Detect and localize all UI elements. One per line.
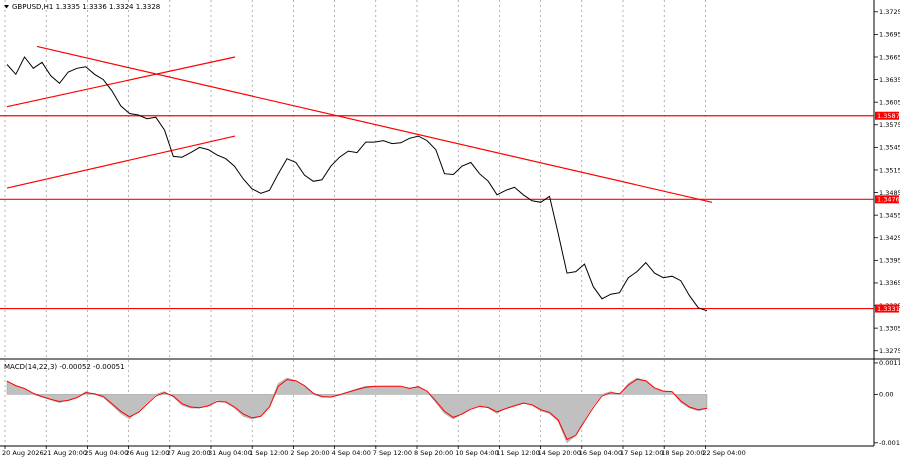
time-tick-label: 16 Sep 04:00 xyxy=(579,449,622,457)
level-label: 1.3587 xyxy=(877,112,900,120)
symbol-dropdown-icon[interactable] xyxy=(4,5,9,9)
price-tick-label: 1.3695 xyxy=(879,31,900,39)
time-tick-label: 20 Aug 2026 xyxy=(2,449,44,457)
time-tick-label: 8 Sep 20:00 xyxy=(414,449,453,457)
time-tick-label: 1 Sep 12:00 xyxy=(249,449,288,457)
chart-title: GBPUSD,H1 1.3335 1.3336 1.3324 1.3328 xyxy=(12,3,160,11)
macd-label: MACD(14,22,3) -0.00052 -0.00051 xyxy=(4,363,125,371)
price-tick-label: 1.3395 xyxy=(879,257,900,265)
trendline[interactable] xyxy=(6,135,236,189)
macd-histogram xyxy=(6,377,708,444)
time-tick-label: 4 Sep 04:00 xyxy=(332,449,371,457)
time-tick-label: 22 Sep 04:00 xyxy=(702,449,745,457)
price-tick-label: 1.3305 xyxy=(879,324,900,332)
time-tick-label: 10 Sep 04:00 xyxy=(455,449,498,457)
time-tick-label: 21 Aug 20:00 xyxy=(43,449,87,457)
time-tick-label: 7 Sep 12:00 xyxy=(373,449,412,457)
level-label: 1.3476 xyxy=(877,196,900,204)
level-price-labels: 1.3587 1.3476 1.3331 xyxy=(875,111,900,313)
time-tick-label: 26 Aug 12:00 xyxy=(126,449,170,457)
macd-axis-ticks: 0.00115 0.00 -0.00177 xyxy=(874,359,900,447)
trendline[interactable] xyxy=(36,45,713,203)
price-line xyxy=(6,56,708,312)
price-series xyxy=(6,56,708,312)
macd-signal-line xyxy=(6,378,708,441)
time-tick-label: 18 Sep 20:00 xyxy=(661,449,704,457)
price-tick-label: 1.3365 xyxy=(879,279,900,287)
price-tick-label: 1.3635 xyxy=(879,76,900,84)
price-tick-label: 1.3575 xyxy=(879,121,900,129)
price-tick-label: 1.3545 xyxy=(879,144,900,152)
time-tick-label: 11 Sep 12:00 xyxy=(496,449,539,457)
price-axis-ticks: 1.37251.36951.36651.36351.36051.35751.35… xyxy=(874,8,900,355)
price-tick-label: 1.3665 xyxy=(879,53,900,61)
price-tick-label: 1.3455 xyxy=(879,211,900,219)
price-tick-label: 1.3275 xyxy=(879,347,900,355)
price-tick-label: 1.3485 xyxy=(879,189,900,197)
level-label-background xyxy=(875,111,899,120)
level-label-background xyxy=(875,304,899,313)
trendlines xyxy=(6,45,713,203)
time-tick-label: 25 Aug 04:00 xyxy=(84,449,128,457)
macd-tick-label: -0.00177 xyxy=(879,439,900,447)
price-tick-label: 1.3605 xyxy=(879,98,900,106)
price-tick-label: 1.3425 xyxy=(879,234,900,242)
price-tick-label: 1.3725 xyxy=(879,8,900,16)
macd-tick-label: 0.00 xyxy=(879,391,893,399)
time-tick-label: 2 Sep 20:00 xyxy=(290,449,329,457)
macd-grid xyxy=(4,360,706,446)
horizontal-levels xyxy=(0,115,874,310)
time-tick-label: 14 Sep 20:00 xyxy=(538,449,581,457)
level-label: 1.3331 xyxy=(877,305,900,313)
time-tick-label: 27 Aug 20:00 xyxy=(167,449,211,457)
trendline[interactable] xyxy=(6,56,236,108)
time-tick-label: 31 Aug 04:00 xyxy=(208,449,252,457)
macd-indicator xyxy=(6,377,708,444)
time-tick-label: 17 Sep 12:00 xyxy=(620,449,663,457)
price-tick-label: 1.3515 xyxy=(879,166,900,174)
level-label-background xyxy=(875,195,899,204)
macd-tick-label: 0.00115 xyxy=(879,359,900,367)
